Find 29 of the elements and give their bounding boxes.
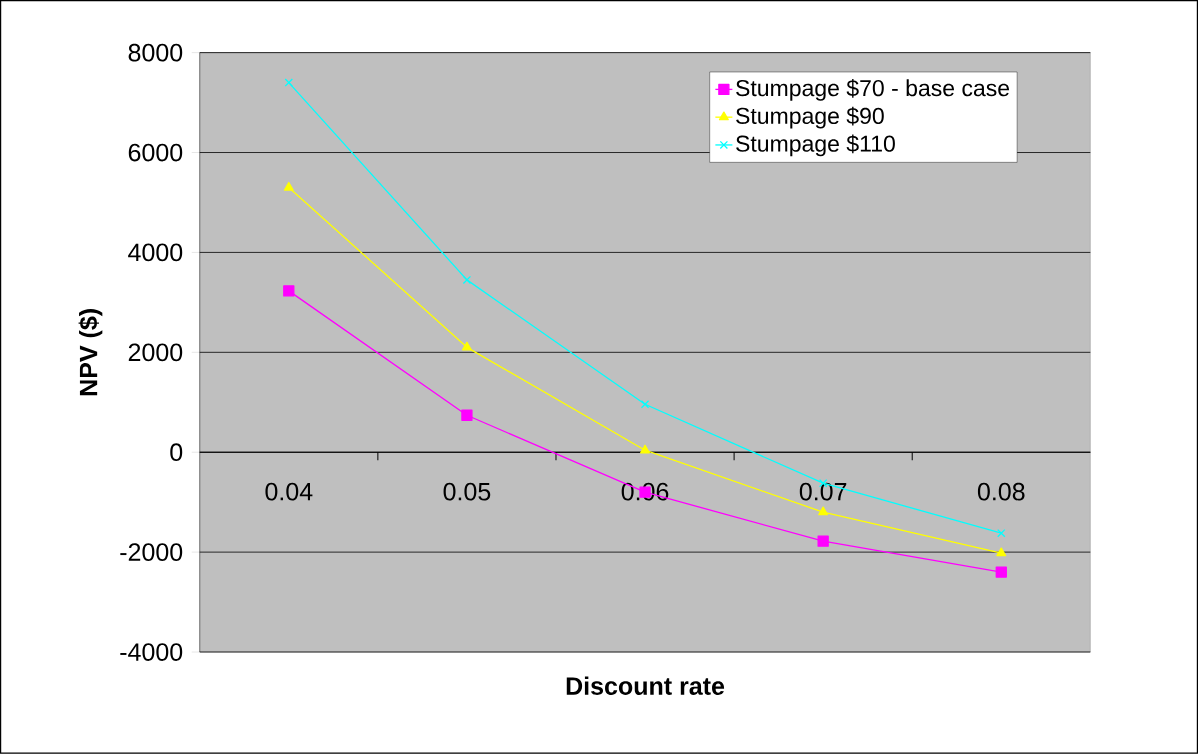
point <box>818 506 829 516</box>
y-tick-label: 4000 <box>128 243 183 262</box>
x-tick-label: 0.07 <box>799 482 847 501</box>
point <box>995 566 1007 578</box>
y-tick-label: -2000 <box>120 543 183 562</box>
x-tick-label: 0.08 <box>977 482 1025 501</box>
x-tick-label: 0.04 <box>265 482 313 501</box>
point <box>283 285 295 297</box>
point <box>461 409 473 422</box>
point <box>996 547 1007 557</box>
y-axis-title: NPV ($) <box>78 309 103 396</box>
point <box>283 181 294 191</box>
point <box>461 341 472 351</box>
x-axis-title: Discount rate <box>566 676 725 696</box>
point <box>817 535 829 547</box>
legend-label: Stumpage $110 <box>736 134 895 157</box>
y-tick-label: 8000 <box>128 43 183 62</box>
point <box>462 275 472 285</box>
y-tick-label: 2000 <box>128 343 183 362</box>
y-tick-label: 6000 <box>128 143 183 162</box>
legend-label: Stumpage $90 <box>736 106 884 129</box>
y-tick-label: -4000 <box>120 643 183 662</box>
point <box>640 444 651 454</box>
point <box>640 400 650 409</box>
y-tick-label: 0 <box>170 443 183 462</box>
legend-label: Stumpage $70 - base case <box>736 79 1010 101</box>
point <box>997 529 1006 538</box>
x-tick-label: 0.05 <box>443 482 491 501</box>
point <box>284 78 293 87</box>
